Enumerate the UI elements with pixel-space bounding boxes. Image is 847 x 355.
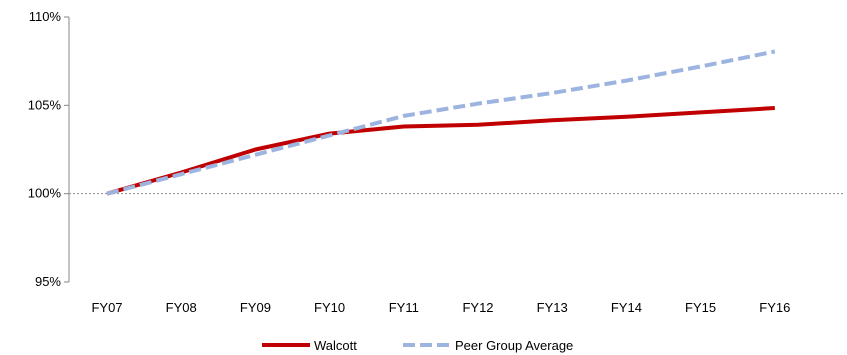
- series-line-peer-group-average: [106, 49, 776, 196]
- series-line-walcott: [106, 106, 775, 196]
- x-tick-label: FY16: [759, 300, 790, 315]
- x-tick-label: FY14: [611, 300, 642, 315]
- y-axis: 110% 105% 100% 95%: [28, 9, 70, 289]
- x-tick-label: FY08: [166, 300, 197, 315]
- x-tick-label: FY09: [240, 300, 271, 315]
- y-tick-label: 100%: [28, 186, 62, 201]
- y-tick-label: 110%: [29, 9, 62, 24]
- legend: Walcott Peer Group Average: [262, 338, 573, 353]
- x-tick-label: FY12: [462, 300, 493, 315]
- x-tick-label: FY10: [314, 300, 345, 315]
- x-axis: FY07 FY08 FY09 FY10 FY11 FY12 FY13 FY14 FY15 FY16: [91, 300, 790, 315]
- x-tick-label: FY13: [537, 300, 568, 315]
- x-tick-label: FY15: [685, 300, 716, 315]
- series-lines: [106, 49, 776, 196]
- legend-label-walcott: Walcott: [314, 338, 357, 353]
- y-tick-label: 105%: [28, 97, 62, 112]
- legend-label-peer-group-average: Peer Group Average: [455, 338, 573, 353]
- x-tick-label: FY11: [389, 300, 419, 315]
- y-tick-label: 95%: [35, 274, 61, 289]
- x-tick-label: FY07: [91, 300, 122, 315]
